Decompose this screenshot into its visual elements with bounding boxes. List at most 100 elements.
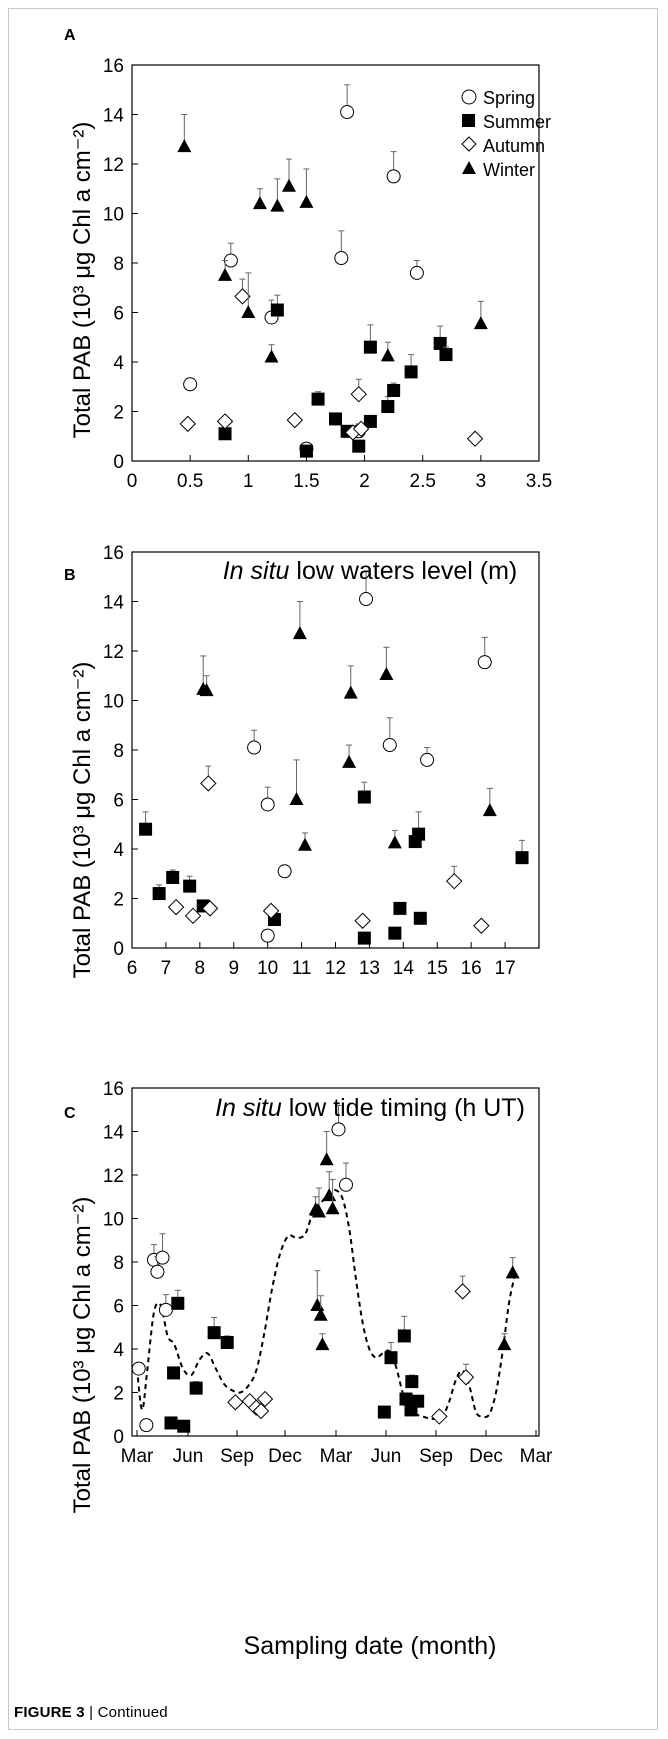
point-summer xyxy=(439,348,453,362)
point-summer xyxy=(171,1296,185,1310)
x-tick-label-c: Mar xyxy=(520,1446,553,1467)
point-summer xyxy=(387,383,401,397)
legend-label-spring: Spring xyxy=(483,88,535,108)
y-tick-label-b: 16 xyxy=(103,543,124,564)
x-tick-label-b: 7 xyxy=(161,958,172,979)
point-autumn xyxy=(354,912,371,929)
y-tick-label-c: 6 xyxy=(113,1297,124,1318)
legend-marker-summer xyxy=(462,114,475,127)
point-spring xyxy=(477,655,492,670)
y-tick-label-c: 12 xyxy=(103,1166,124,1187)
point-summer xyxy=(167,1366,181,1380)
figure-frame xyxy=(8,8,658,1730)
y-tick-label-b: 0 xyxy=(113,939,124,960)
point-summer xyxy=(357,790,371,804)
point-autumn xyxy=(227,1394,244,1411)
point-autumn xyxy=(252,1402,270,1420)
point-summer xyxy=(183,879,197,893)
point-spring xyxy=(386,169,401,184)
point-summer xyxy=(299,444,313,458)
y-tick-label-b: 14 xyxy=(103,593,125,614)
legend-marker-winter xyxy=(462,161,476,174)
point-winter xyxy=(252,196,267,210)
point-autumn xyxy=(350,385,367,403)
x-tick-label-b: 16 xyxy=(461,958,482,979)
x-tick-label-b: 15 xyxy=(427,958,448,979)
point-summer xyxy=(177,1419,191,1433)
legend-label-winter: Winter xyxy=(483,160,535,180)
point-winter xyxy=(264,349,279,363)
point-winter xyxy=(241,305,256,318)
point-summer xyxy=(218,427,232,441)
legend-label-autumn: Autumn xyxy=(483,136,545,156)
legend-label-summer: Summer xyxy=(483,112,551,132)
point-autumn xyxy=(454,1283,471,1300)
point-winter xyxy=(313,1307,328,1321)
point-autumn xyxy=(446,872,463,890)
plot-area-a xyxy=(131,64,540,462)
point-autumn xyxy=(234,288,251,305)
x-tick-label-c: Sep xyxy=(419,1446,453,1467)
point-winter xyxy=(387,835,402,849)
point-autumn xyxy=(262,902,280,920)
figure-caption-text: | Continued xyxy=(89,1704,168,1721)
x-tick-label-b: 11 xyxy=(292,958,312,979)
point-summer xyxy=(384,1351,398,1365)
point-winter xyxy=(343,685,358,699)
point-spring xyxy=(339,1177,353,1192)
y-tick-label-a: 12 xyxy=(103,155,124,176)
x-tick-label-b: 17 xyxy=(495,958,516,979)
point-summer xyxy=(433,336,447,350)
point-winter xyxy=(312,1204,326,1218)
y-tick-label-b: 12 xyxy=(103,642,124,663)
point-spring xyxy=(277,864,292,879)
point-winter xyxy=(379,667,394,681)
point-winter xyxy=(497,1337,512,1351)
point-spring xyxy=(340,105,355,120)
point-summer xyxy=(357,931,371,945)
y-tick-label-a: 4 xyxy=(113,353,124,374)
y-tick-label-a: 14 xyxy=(103,106,125,127)
x-axis-label-a-italic: In situ xyxy=(223,557,290,585)
x-tick-label-a: 3.5 xyxy=(526,471,552,492)
point-summer xyxy=(363,340,377,354)
x-axis-label-b: In situ low tide timing (h UT) xyxy=(215,1094,525,1122)
y-tick-label-a: 8 xyxy=(113,254,124,275)
y-tick-label-a: 16 xyxy=(103,56,124,77)
point-autumn xyxy=(352,420,370,438)
point-spring xyxy=(247,740,262,755)
point-winter xyxy=(177,139,192,153)
x-tick-label-a: 1.5 xyxy=(293,471,319,492)
x-tick-label-c: Sep xyxy=(220,1446,254,1467)
x-axis-label-a: In situ low waters level (m) xyxy=(223,557,518,585)
point-summer xyxy=(413,911,427,925)
point-summer xyxy=(363,414,377,428)
point-winter xyxy=(319,1152,334,1166)
point-summer xyxy=(388,926,402,940)
point-spring xyxy=(183,377,198,392)
point-autumn xyxy=(286,411,304,429)
point-summer xyxy=(377,1405,391,1419)
x-tick-label-b: 9 xyxy=(228,958,239,979)
point-spring xyxy=(260,797,275,812)
point-winter xyxy=(218,267,233,281)
x-tick-label-a: 1 xyxy=(243,471,254,492)
x-tick-label-c: Mar xyxy=(320,1446,353,1467)
x-axis-label-b-italic: In situ xyxy=(215,1094,282,1122)
panel-c: 0 2 4 6 8 10 12 14 16 Mar Jun Sep Dec Mar Jun Sep Dec Mar xyxy=(103,1079,553,1467)
point-autumn xyxy=(167,898,185,916)
x-tick-label-c: Dec xyxy=(268,1446,302,1467)
point-spring xyxy=(331,1122,346,1137)
y-tick-label-b: 4 xyxy=(113,840,124,861)
point-autumn xyxy=(473,917,490,934)
y-axis-label-b: Total PAB (10³ μg Chl a cm⁻²) xyxy=(69,662,96,979)
point-autumn xyxy=(201,900,219,917)
x-tick-label-b: 6 xyxy=(127,958,138,979)
point-winter xyxy=(289,792,304,805)
point-autumn xyxy=(184,907,202,925)
point-summer xyxy=(405,1375,419,1389)
point-summer xyxy=(207,1326,221,1340)
x-tick-label-b: 8 xyxy=(195,958,206,979)
y-tick-label-b: 10 xyxy=(103,692,124,713)
